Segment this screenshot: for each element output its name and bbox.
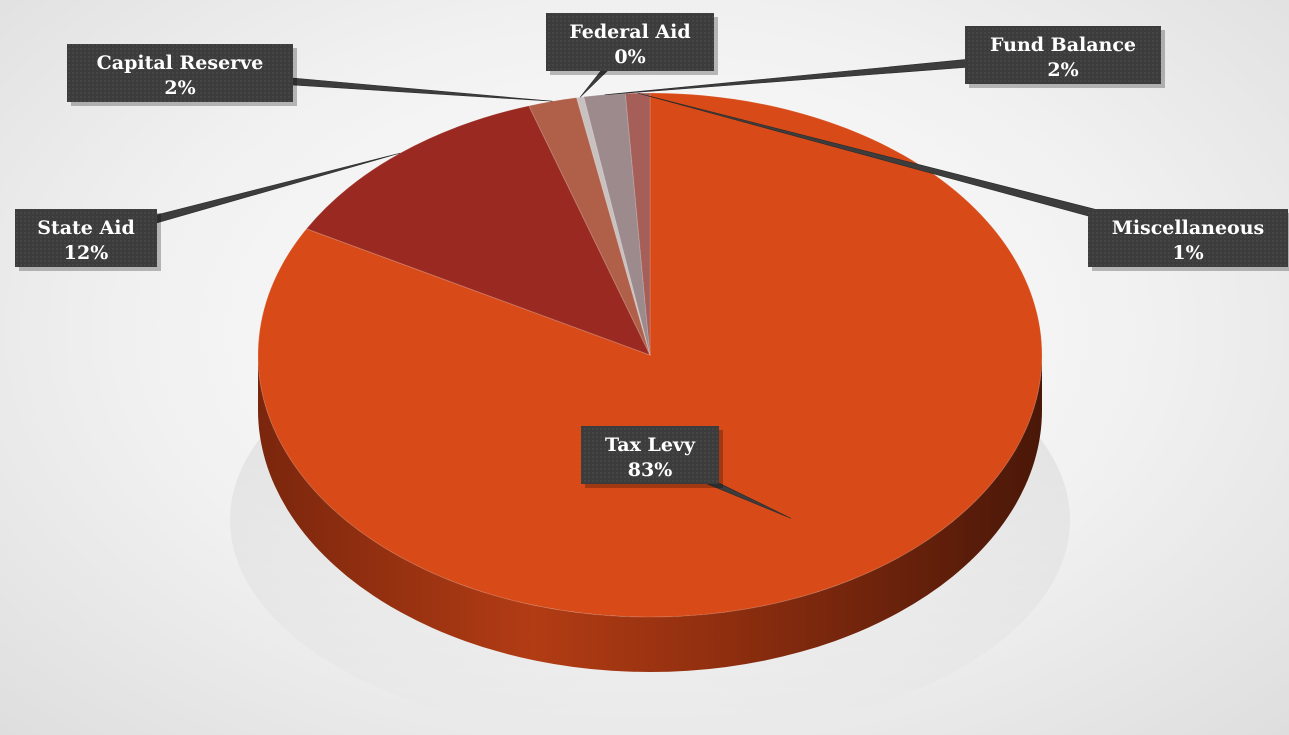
- callout-label-miscellaneous: Miscellaneous 1%: [1088, 209, 1289, 271]
- callout-value-federal-aid: 0%: [614, 46, 645, 68]
- callout-value-state-aid: 12%: [64, 242, 109, 264]
- callout-leaders: [84, 38, 1190, 519]
- callout-label-tax-levy: Tax Levy 83%: [581, 426, 723, 488]
- callout-label-fund-balance: Fund Balance 2%: [965, 26, 1165, 88]
- pie-slices: [257, 92, 1043, 618]
- callout-label-federal-aid: Federal Aid 0%: [546, 13, 718, 75]
- pie-slice-tax-levy: [257, 92, 1043, 618]
- callout-name-state-aid: State Aid: [37, 217, 135, 239]
- callout-value-fund-balance: 2%: [1047, 59, 1078, 81]
- callout-value-miscellaneous: 1%: [1172, 242, 1203, 264]
- pie-slice-fund-balance: [583, 92, 651, 356]
- callout-name-miscellaneous: Miscellaneous: [1112, 217, 1264, 239]
- callout-name-fund-balance: Fund Balance: [990, 34, 1136, 56]
- callout-value-capital-reserve: 2%: [164, 77, 195, 99]
- callout-name-tax-levy: Tax Levy: [605, 434, 696, 456]
- callout-label-state-aid: State Aid 12%: [15, 209, 161, 271]
- callout-name-federal-aid: Federal Aid: [569, 21, 690, 43]
- callout-name-capital-reserve: Capital Reserve: [97, 52, 264, 74]
- callout-labels: Tax Levy 83% State Aid 12% Capital Reserve 2%…: [15, 13, 1289, 488]
- callout-value-tax-levy: 83%: [628, 459, 673, 481]
- pie-slice-miscellaneous: [624, 92, 651, 356]
- callout-label-capital-reserve: Capital Reserve 2%: [67, 44, 297, 106]
- pie-side-walls: [258, 355, 1042, 672]
- pie-side-wall: [258, 355, 1042, 672]
